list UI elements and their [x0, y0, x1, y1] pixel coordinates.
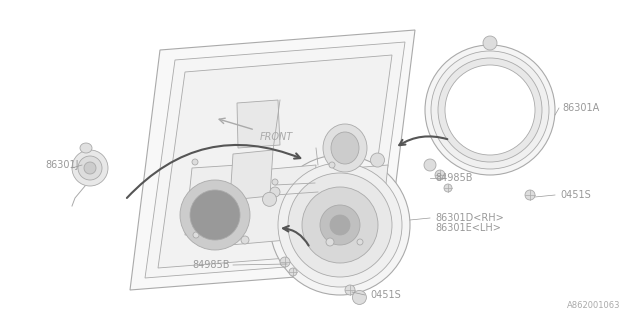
- Ellipse shape: [241, 236, 249, 244]
- Polygon shape: [230, 150, 273, 200]
- Ellipse shape: [323, 124, 367, 172]
- Text: 84985B: 84985B: [193, 260, 230, 270]
- Ellipse shape: [80, 143, 92, 153]
- Text: 86301D<RH>: 86301D<RH>: [435, 213, 504, 223]
- Ellipse shape: [331, 132, 359, 164]
- Ellipse shape: [180, 180, 250, 250]
- Ellipse shape: [272, 179, 278, 185]
- Ellipse shape: [424, 159, 436, 171]
- Ellipse shape: [262, 192, 276, 206]
- Ellipse shape: [193, 232, 199, 238]
- Ellipse shape: [371, 153, 385, 167]
- Ellipse shape: [302, 187, 378, 263]
- Ellipse shape: [438, 58, 542, 162]
- Polygon shape: [130, 30, 415, 290]
- Ellipse shape: [326, 238, 334, 246]
- Polygon shape: [145, 42, 405, 278]
- Polygon shape: [185, 165, 238, 235]
- Ellipse shape: [435, 170, 445, 180]
- Ellipse shape: [190, 190, 240, 240]
- Text: 86301J: 86301J: [45, 160, 79, 170]
- Ellipse shape: [288, 173, 392, 277]
- Text: 84985B: 84985B: [435, 173, 472, 183]
- Text: 86301A: 86301A: [562, 103, 599, 113]
- Text: FRONT: FRONT: [260, 132, 293, 142]
- Ellipse shape: [357, 239, 363, 245]
- Ellipse shape: [431, 51, 549, 169]
- Ellipse shape: [425, 45, 555, 175]
- Polygon shape: [320, 165, 388, 245]
- Text: 86301E<LH>: 86301E<LH>: [435, 223, 501, 233]
- Ellipse shape: [444, 184, 452, 192]
- Ellipse shape: [84, 162, 96, 174]
- Ellipse shape: [525, 190, 535, 200]
- Ellipse shape: [78, 156, 102, 180]
- Ellipse shape: [270, 155, 410, 295]
- Ellipse shape: [353, 291, 367, 304]
- Polygon shape: [230, 165, 316, 245]
- Ellipse shape: [270, 187, 280, 197]
- Text: A862001063: A862001063: [566, 301, 620, 310]
- Ellipse shape: [289, 268, 297, 276]
- Ellipse shape: [483, 36, 497, 50]
- Polygon shape: [237, 100, 280, 148]
- Ellipse shape: [445, 65, 535, 155]
- Ellipse shape: [330, 215, 350, 235]
- Polygon shape: [158, 55, 392, 268]
- Ellipse shape: [192, 159, 198, 165]
- Ellipse shape: [320, 205, 360, 245]
- Ellipse shape: [72, 150, 108, 186]
- Ellipse shape: [278, 163, 402, 287]
- Text: 0451S: 0451S: [370, 290, 401, 300]
- Text: 0451S: 0451S: [560, 190, 591, 200]
- Ellipse shape: [345, 285, 355, 295]
- Ellipse shape: [280, 257, 290, 267]
- Ellipse shape: [329, 162, 335, 168]
